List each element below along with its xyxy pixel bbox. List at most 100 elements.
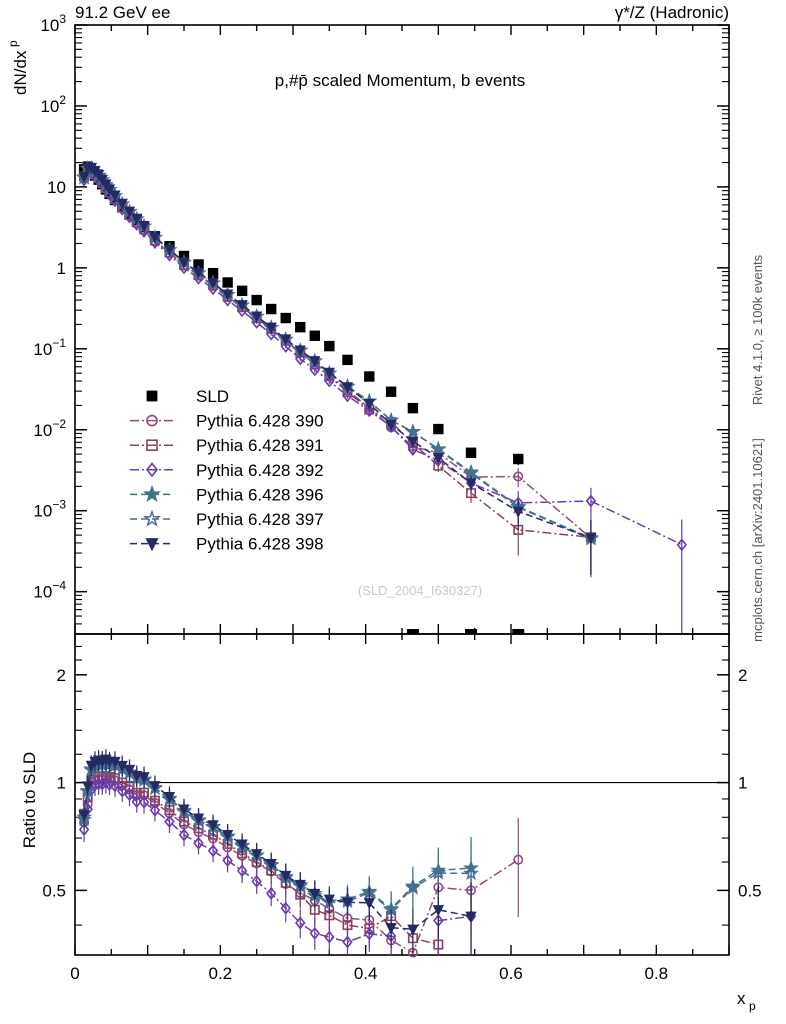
ratio-tick-label-right: 1 [738,774,747,793]
legend-item-p396[interactable]: Pythia 6.428 396 [130,484,324,504]
ratio-point-p398 [465,911,477,923]
legend-marker-p391 [146,439,158,452]
ratio-point-p398 [251,849,263,861]
y-tick-label: 1 [57,259,66,278]
x-axis-label: x p [737,989,756,1013]
series-p398 [78,162,597,576]
legend-label-p391: Pythia 6.428 391 [196,436,324,455]
ratio-point-p398 [280,870,292,883]
data-point-p398 [512,506,524,519]
ratio-point-p392 [364,927,375,941]
ratio-point-p398 [432,905,444,917]
data-point-p398 [385,419,397,432]
data-point-p392 [585,494,597,508]
legend-item-p391[interactable]: Pythia 6.428 391 [130,436,324,455]
main-y-axis-label-sub: p [6,40,20,47]
legend-marker-p390 [146,414,158,427]
main-y-axis-label-text: dN/dx [11,50,30,95]
ratio-point-p390 [513,854,524,865]
ratio-point-p392 [222,853,233,867]
legend-marker-p398 [145,538,159,552]
underflow-marker [406,629,419,634]
legend-label-p392: Pythia 6.428 392 [196,461,324,480]
data-point-sld [433,423,444,435]
data-point-p398 [116,198,128,211]
data-point-sld [324,340,335,352]
data-point-sld [385,386,397,397]
x-axis-label-sub: p [749,999,756,1013]
data-point-sld [407,402,419,414]
legend[interactable]: SLD Pythia 6.428 390 Pythia 6.428 391 Pythi… [130,387,324,554]
underflow-marker [465,629,478,634]
ratio-point-p392 [280,901,291,915]
ratio-point-p398 [221,830,234,842]
ratio-point-p398 [294,879,306,892]
ratio-point-p398 [192,813,205,825]
data-point-p392 [324,374,335,388]
ratio-point-p392 [236,864,248,878]
data-point-p398 [341,382,354,394]
data-point-sld [309,330,320,341]
data-point-p398 [407,436,419,448]
ratio-point-p392 [324,930,335,944]
data-point-sld [364,371,375,382]
legend-item-sld[interactable]: SLD [146,387,229,406]
data-point-p390 [513,471,524,482]
data-point-sld [295,321,306,333]
legend-marker-p397 [142,509,162,527]
ratio-point-p392 [149,803,161,817]
legend-item-p397[interactable]: Pythia 6.428 397 [130,509,324,529]
legend-item-p390[interactable]: Pythia 6.428 390 [130,412,324,431]
ratio-point-p392 [124,788,135,802]
legend-marker-p396 [142,484,162,503]
series-line [83,171,683,546]
data-point-p398 [294,345,306,357]
header-right-label: γ*/Z (Hadronic) [615,3,729,22]
data-point-p398 [585,533,597,545]
ratio-point-p398 [385,923,397,935]
ratio-point-p398 [131,770,143,783]
header-left-label: 91.2 GeV ee [75,3,170,22]
data-point-p398 [109,190,121,202]
side-credit-mcplots: mcplots.cern.ch [arXiv:2401.10621] [750,438,765,642]
ratio-line [83,781,392,943]
data-point-p398 [432,453,444,465]
main-y-axis-label: dN/dx p [6,40,30,95]
legend-item-p392[interactable]: Pythia 6.428 392 [130,461,324,480]
data-point-sld [513,453,524,465]
data-point-p398 [163,244,176,256]
data-point-p392 [295,352,306,366]
data-point-p398 [123,206,136,218]
data-point-p398 [465,478,477,490]
ratio-tick-label: 2 [57,666,66,685]
ratio-series-p398 [78,749,477,955]
data-point-p398 [131,213,143,226]
ratio-point-p392 [78,823,90,837]
y-tick-label: 10 [47,178,66,197]
data-point-p398 [363,398,375,411]
ratio-point-p392 [104,777,115,792]
ratio-point-p398 [309,888,321,901]
underflow-marker [512,629,525,634]
ratio-point-p398 [163,791,176,804]
legend-marker-sld [146,390,158,402]
ratio-point-p392 [309,926,321,940]
x-tick-label: 0.8 [645,964,669,983]
ratio-point-p392 [117,784,128,798]
ratio-point-p398 [82,781,94,793]
ratio-point-p398 [123,764,136,777]
analysis-watermark: (SLD_2004_I630327) [358,583,482,598]
ratio-point-p398 [178,804,190,816]
data-point-sld [280,312,291,324]
x-tick-label: 0.4 [354,964,378,983]
data-point-p398 [309,356,321,368]
ratio-line [438,915,472,922]
ratio-point-p392 [164,815,175,829]
legend-label-p390: Pythia 6.428 390 [196,412,324,431]
series-line [83,167,592,540]
x-tick-label: 0 [70,964,79,983]
legend-item-p398[interactable]: Pythia 6.428 398 [130,535,324,554]
legend-label-sld: SLD [196,387,229,406]
ratio-tick-label-right: 0.5 [738,881,762,900]
